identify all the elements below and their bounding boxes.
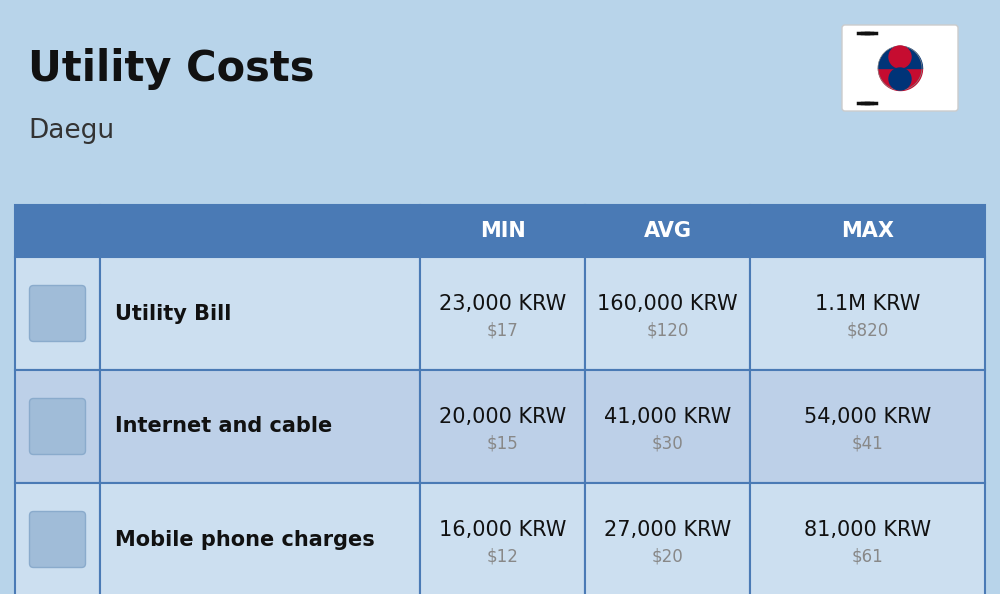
Bar [750, 370, 985, 483]
Text: MAX: MAX [841, 221, 894, 241]
Text: 16,000 KRW: 16,000 KRW [439, 520, 566, 541]
Bar [15, 483, 100, 594]
Text: $15: $15 [487, 434, 518, 453]
Text: Mobile phone charges: Mobile phone charges [115, 529, 375, 549]
FancyBboxPatch shape [30, 286, 86, 342]
Text: 81,000 KRW: 81,000 KRW [804, 520, 931, 541]
Bar [420, 257, 585, 370]
Bar [420, 205, 585, 257]
Text: $20: $20 [652, 548, 683, 565]
Bar [100, 370, 420, 483]
Bar [100, 257, 420, 370]
Text: 160,000 KRW: 160,000 KRW [597, 295, 738, 314]
Text: Daegu: Daegu [28, 118, 114, 144]
Text: $120: $120 [646, 321, 689, 339]
Bar [15, 205, 100, 257]
Text: AVG: AVG [644, 221, 692, 241]
FancyBboxPatch shape [842, 25, 958, 111]
Text: 54,000 KRW: 54,000 KRW [804, 407, 931, 428]
Bar [585, 205, 750, 257]
Bar [585, 370, 750, 483]
Text: $820: $820 [846, 321, 889, 339]
Bar [585, 257, 750, 370]
Bar [15, 257, 100, 370]
Bar [750, 483, 985, 594]
Bar [750, 205, 985, 257]
Text: 1.1M KRW: 1.1M KRW [815, 295, 920, 314]
Bar [100, 483, 420, 594]
Circle shape [889, 68, 911, 90]
FancyBboxPatch shape [30, 511, 86, 567]
FancyBboxPatch shape [30, 399, 86, 454]
Text: 41,000 KRW: 41,000 KRW [604, 407, 731, 428]
Bar [585, 483, 750, 594]
Bar [100, 205, 420, 257]
Text: 27,000 KRW: 27,000 KRW [604, 520, 731, 541]
Text: 20,000 KRW: 20,000 KRW [439, 407, 566, 428]
Circle shape [889, 46, 911, 68]
Text: $17: $17 [487, 321, 518, 339]
Text: Utility Bill: Utility Bill [115, 304, 231, 324]
Bar [750, 257, 985, 370]
Text: Internet and cable: Internet and cable [115, 416, 332, 437]
Text: MIN: MIN [480, 221, 525, 241]
Text: $30: $30 [652, 434, 683, 453]
Text: Utility Costs: Utility Costs [28, 48, 314, 90]
Bar [420, 370, 585, 483]
Bar [15, 370, 100, 483]
Text: $12: $12 [487, 548, 518, 565]
Text: 23,000 KRW: 23,000 KRW [439, 295, 566, 314]
Text: $41: $41 [852, 434, 883, 453]
Text: $61: $61 [852, 548, 883, 565]
Bar [420, 483, 585, 594]
